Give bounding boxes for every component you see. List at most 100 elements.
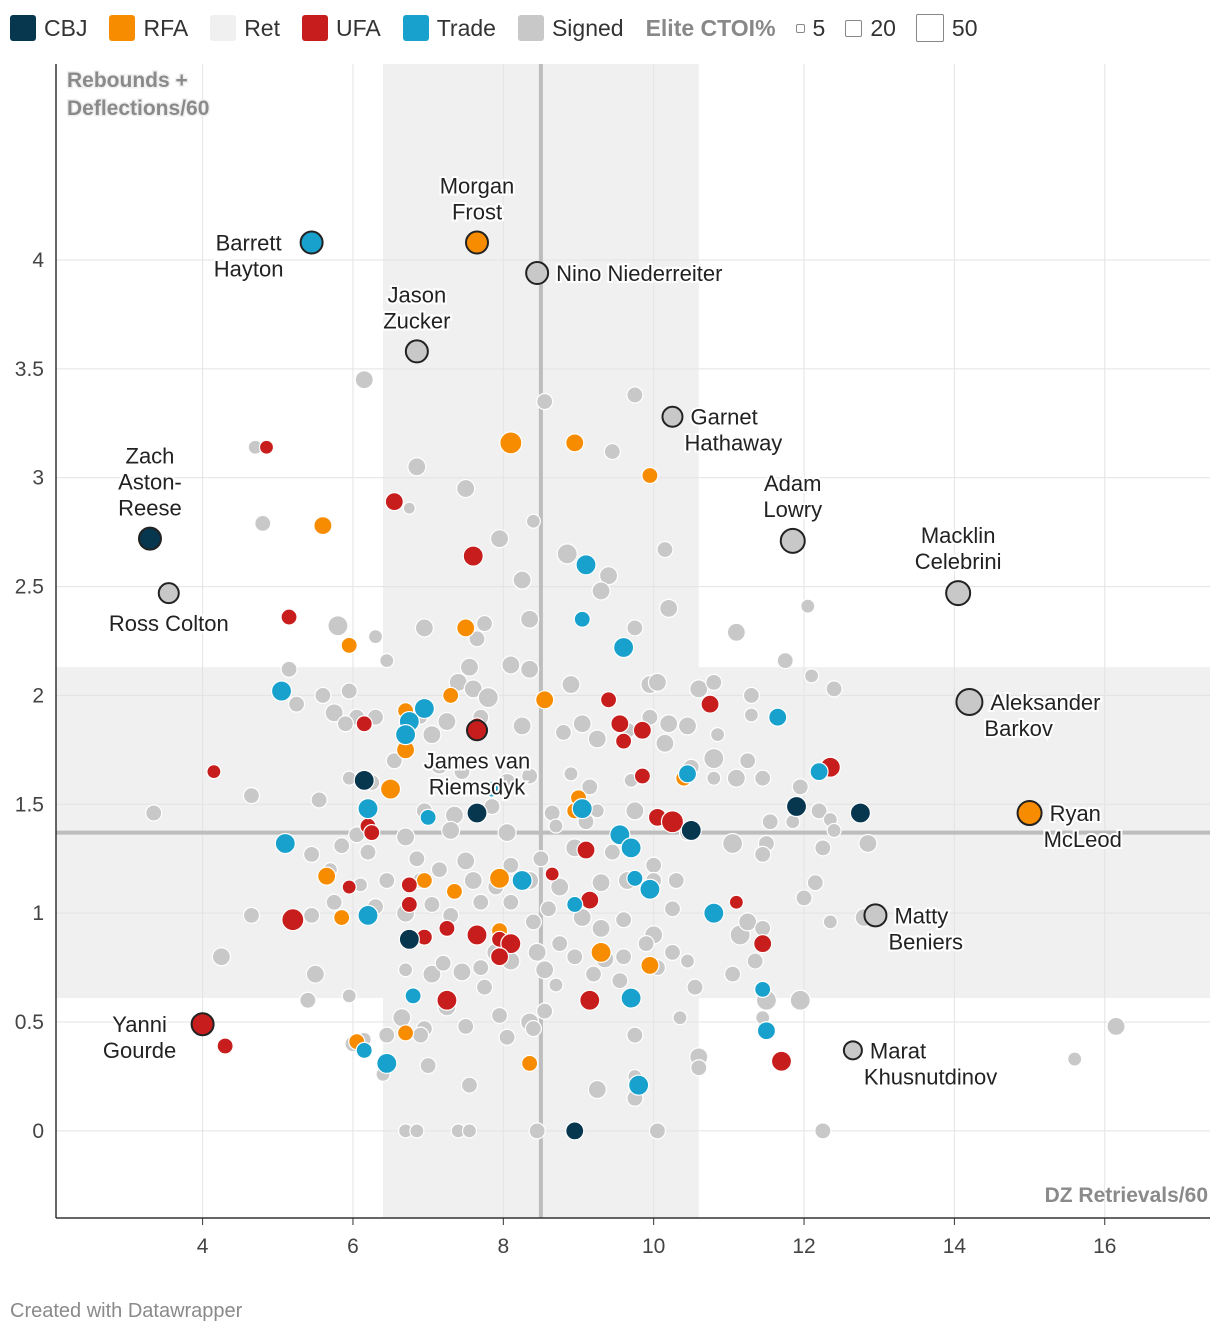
data-point[interactable] <box>591 581 611 601</box>
data-point[interactable] <box>656 540 674 559</box>
data-point[interactable] <box>739 752 757 770</box>
data-point[interactable] <box>325 893 343 911</box>
data-point[interactable] <box>584 965 603 983</box>
highlighted-point[interactable] <box>1016 800 1043 827</box>
data-point[interactable] <box>355 715 373 733</box>
data-point[interactable] <box>645 856 663 874</box>
highlighted-point[interactable] <box>945 580 972 607</box>
data-point[interactable] <box>754 769 772 787</box>
data-point[interactable] <box>761 813 779 831</box>
data-point[interactable] <box>603 843 621 861</box>
data-point[interactable] <box>528 1122 546 1140</box>
data-point[interactable] <box>452 962 472 982</box>
data-point[interactable] <box>280 608 298 626</box>
data-point[interactable] <box>430 861 449 879</box>
data-point[interactable] <box>216 1037 234 1055</box>
data-point[interactable] <box>800 598 816 614</box>
highlighted-point[interactable] <box>190 1012 215 1037</box>
data-point[interactable] <box>340 682 358 700</box>
data-point[interactable] <box>408 850 426 868</box>
data-point[interactable] <box>535 960 555 980</box>
highlighted-point[interactable] <box>465 230 490 255</box>
data-point[interactable] <box>554 723 573 742</box>
data-point[interactable] <box>378 1026 396 1044</box>
data-point[interactable] <box>441 820 461 841</box>
data-point[interactable] <box>525 513 541 529</box>
legend-item-rfa[interactable]: RFA <box>109 15 188 42</box>
data-point[interactable] <box>544 866 560 882</box>
data-point[interactable] <box>468 630 486 648</box>
data-point[interactable] <box>413 697 435 720</box>
data-point[interactable] <box>637 935 655 953</box>
data-point[interactable] <box>242 906 261 924</box>
data-point[interactable] <box>640 955 660 976</box>
data-point[interactable] <box>789 989 811 1011</box>
data-point[interactable] <box>539 900 558 918</box>
data-point[interactable] <box>498 1028 516 1046</box>
data-point[interactable] <box>376 1052 398 1075</box>
data-point[interactable] <box>849 802 872 824</box>
data-point[interactable] <box>379 652 395 669</box>
data-point[interactable] <box>404 987 422 1005</box>
data-point[interactable] <box>689 679 709 699</box>
data-point[interactable] <box>412 1026 430 1044</box>
data-point[interactable] <box>738 912 758 932</box>
data-point[interactable] <box>633 767 651 785</box>
data-point[interactable] <box>615 948 633 966</box>
data-point[interactable] <box>527 942 547 962</box>
data-point[interactable] <box>551 935 569 953</box>
data-point[interactable] <box>258 439 275 455</box>
data-point[interactable] <box>785 795 808 818</box>
data-point[interactable] <box>591 918 611 939</box>
data-point[interactable] <box>690 1059 708 1077</box>
data-point[interactable] <box>327 615 349 637</box>
data-point[interactable] <box>680 819 702 842</box>
data-point[interactable] <box>461 1123 478 1139</box>
data-point[interactable] <box>520 609 540 629</box>
data-point[interactable] <box>659 598 679 618</box>
data-point[interactable] <box>456 851 476 871</box>
data-point[interactable] <box>825 680 843 698</box>
data-point[interactable] <box>795 889 813 907</box>
data-point[interactable] <box>655 733 675 753</box>
data-point[interactable] <box>822 914 838 930</box>
data-point[interactable] <box>566 895 584 914</box>
data-point[interactable] <box>565 1121 585 1141</box>
data-point[interactable] <box>456 618 476 638</box>
data-point[interactable] <box>742 686 761 705</box>
highlighted-point[interactable] <box>661 405 684 428</box>
data-point[interactable] <box>550 877 570 897</box>
legend-item-trade[interactable]: Trade <box>402 15 496 42</box>
data-point[interactable] <box>611 972 629 990</box>
data-point[interactable] <box>628 1074 650 1096</box>
data-point[interactable] <box>524 1019 542 1038</box>
data-point[interactable] <box>363 824 381 842</box>
data-point[interactable] <box>281 908 305 932</box>
data-point[interactable] <box>414 618 434 638</box>
data-point[interactable] <box>436 989 458 1011</box>
data-point[interactable] <box>571 798 593 820</box>
data-point[interactable] <box>858 833 878 854</box>
data-point[interactable] <box>667 871 685 890</box>
data-point[interactable] <box>394 724 417 746</box>
data-point[interactable] <box>756 1021 777 1041</box>
data-point[interactable] <box>206 764 222 780</box>
data-point[interactable] <box>415 871 433 890</box>
data-point[interactable] <box>573 610 591 628</box>
data-point[interactable] <box>357 798 379 820</box>
data-point[interactable] <box>677 764 698 784</box>
data-point[interactable] <box>287 695 306 713</box>
data-point[interactable] <box>456 478 476 499</box>
legend-item-ufa[interactable]: UFA <box>301 15 381 42</box>
data-point[interactable] <box>466 802 488 824</box>
data-point[interactable] <box>354 370 374 390</box>
data-point[interactable] <box>598 566 619 586</box>
data-point[interactable] <box>442 686 460 705</box>
data-point[interactable] <box>615 732 633 750</box>
data-point[interactable] <box>145 804 163 822</box>
data-point[interactable] <box>706 770 722 786</box>
data-point[interactable] <box>703 747 725 770</box>
data-point[interactable] <box>536 1002 554 1020</box>
data-point[interactable] <box>587 1079 607 1100</box>
data-point[interactable] <box>660 810 685 834</box>
